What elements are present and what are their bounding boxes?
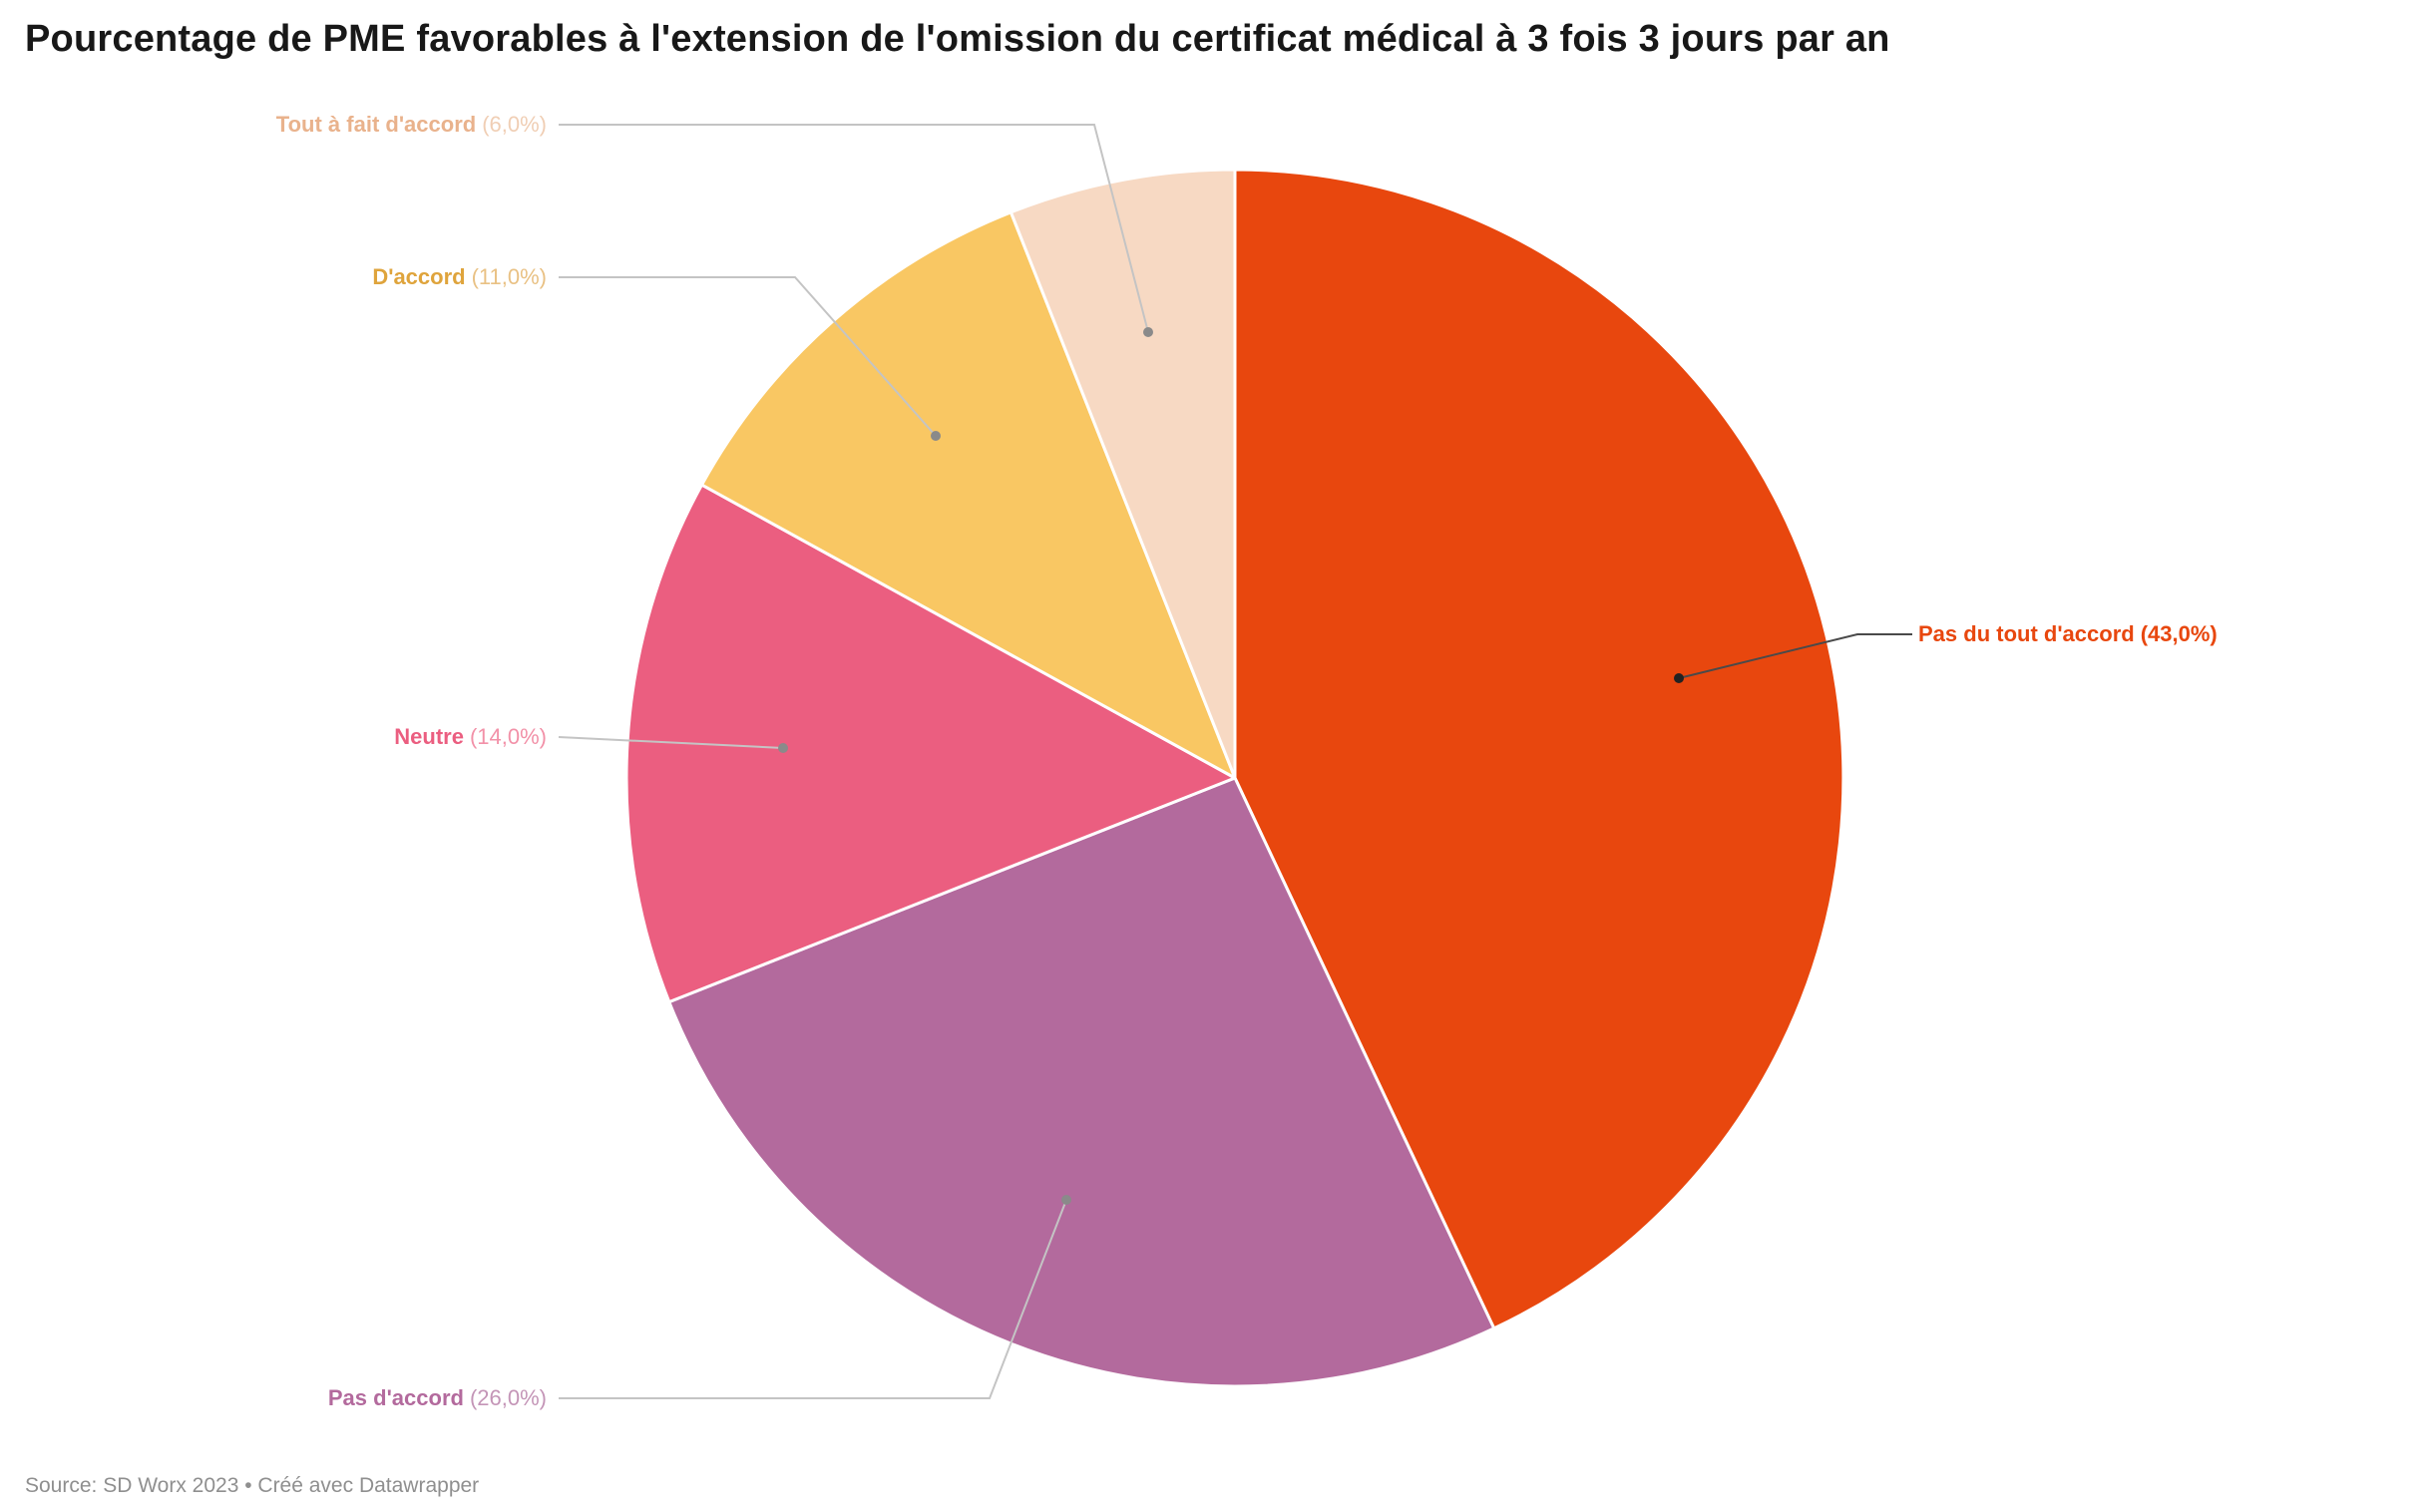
pie-slice-0[interactable] [1233,168,1845,1330]
slice-value-text: (43,0%) [2140,620,2218,646]
pie-slice-3[interactable] [700,210,1237,780]
source-attribution: Source: SD Worx 2023 • Créé avec Datawra… [25,1474,480,1497]
slice-label-text: D'accord [372,263,466,289]
leader-dot-1 [1061,1195,1071,1205]
leader-line-4 [559,124,1149,333]
slice-label-neutre: Neutre (14,0%) [394,724,547,750]
slice-label-text: Tout à fait d'accord [275,111,477,137]
pie-slice-4[interactable] [1009,168,1237,780]
slice-label-text: Pas d'accord [327,1384,464,1410]
slice-label-pas-daccord: Pas d'accord (26,0%) [328,1385,547,1411]
slice-label-daccord: D'accord (11,0%) [372,264,547,290]
slice-value-text: (26,0%) [469,1384,547,1410]
leader-dot-2 [778,743,788,753]
slice-value-text: (14,0%) [469,723,547,749]
leader-line-3 [559,276,937,437]
slice-label-tout-a-fait-daccord: Tout à fait d'accord (6,0%) [276,112,547,138]
leader-line-2 [558,736,784,749]
slice-value-text: (6,0%) [482,111,547,137]
slice-label-text: Neutre [394,723,464,749]
leader-line-0 [1678,633,1912,679]
slice-label-text: Pas du tout d'accord [1918,620,2135,646]
leader-dot-3 [931,431,941,441]
slice-label-pas-du-tout-daccord: Pas du tout d'accord (43,0%) [1918,621,2218,647]
leader-dot-4 [1143,327,1153,337]
slice-value-text: (11,0%) [471,263,547,289]
leader-line-1 [559,1199,1067,1399]
leader-dot-0 [1674,673,1684,683]
chart-title: Pourcentage de PME favorables à l'extens… [25,18,1890,60]
